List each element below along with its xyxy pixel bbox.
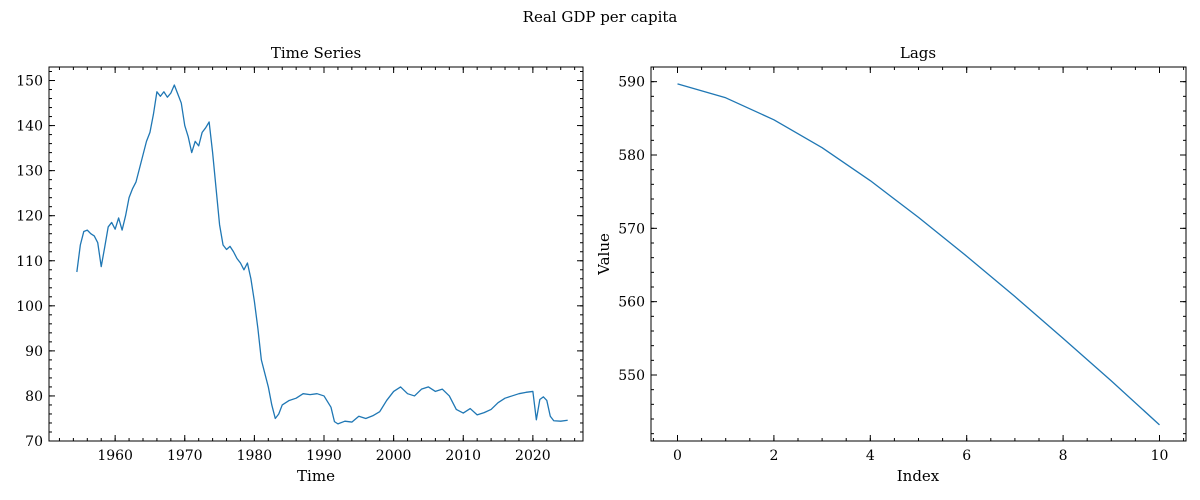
time-series-y-tick-label: 140	[16, 119, 43, 135]
lags-y-axis-label: Value	[595, 233, 613, 276]
time-series-x-axis-label: Time	[297, 467, 335, 485]
time-series-plot-frame	[48, 66, 584, 442]
time-series-title: Time Series	[271, 44, 361, 62]
time-series-x-tick-label: 1970	[167, 448, 203, 464]
lags-x-tick-label: 6	[962, 448, 971, 464]
lags-y-tick-label: 560	[618, 295, 645, 311]
time-series-x-tick-label: 1980	[237, 448, 273, 464]
time-series-y-tick-label: 90	[25, 344, 43, 360]
figure-title: Real GDP per capita	[523, 8, 678, 26]
lags-y-tick-label: 550	[618, 368, 645, 384]
lags-x-tick-label: 2	[769, 448, 778, 464]
time-series-y-tick-label: 70	[25, 434, 43, 450]
lags-y-tick-label: 570	[618, 221, 645, 237]
lags-y-tick-label: 590	[618, 75, 645, 91]
time-series-ticks: 1960 1970 1980 1990 2000 2010 2020 70 80 90 100 110…	[16, 67, 583, 464]
lags-x-tick-label: 4	[866, 448, 875, 464]
time-series-x-tick-label: 2000	[376, 448, 412, 464]
lags-panel: Lags 0 2 4 6 8 10 550 560 570 580 590 Index Value	[595, 44, 1187, 485]
lags-y-tick-label: 580	[618, 148, 645, 164]
time-series-y-tick-label: 100	[16, 299, 43, 315]
time-series-x-tick-label: 2010	[445, 448, 481, 464]
lags-title: Lags	[900, 44, 936, 62]
time-series-x-tick-label: 2020	[515, 448, 551, 464]
lags-x-tick-label: 0	[673, 448, 682, 464]
time-series-x-tick-label: 1990	[306, 448, 342, 464]
time-series-x-tick-label: 1960	[97, 448, 133, 464]
lags-x-tick-label: 10	[1151, 448, 1169, 464]
time-series-y-tick-label: 150	[16, 74, 43, 90]
lags-line	[677, 83, 1160, 426]
lags-x-tick-label: 8	[1059, 448, 1068, 464]
lags-plot-frame	[650, 66, 1187, 442]
time-series-panel: Time Series 1960 1970 1980 1990 2000 2010 2020…	[16, 44, 584, 485]
time-series-y-tick-label: 110	[16, 254, 43, 270]
time-series-line	[76, 84, 568, 425]
lags-ticks: 0 2 4 6 8 10 550 560 570 580 590	[618, 66, 1186, 464]
time-series-y-tick-label: 80	[25, 389, 43, 405]
time-series-y-tick-label: 120	[16, 209, 43, 225]
time-series-y-tick-label: 130	[16, 164, 43, 180]
lags-x-axis-label: Index	[897, 467, 940, 485]
